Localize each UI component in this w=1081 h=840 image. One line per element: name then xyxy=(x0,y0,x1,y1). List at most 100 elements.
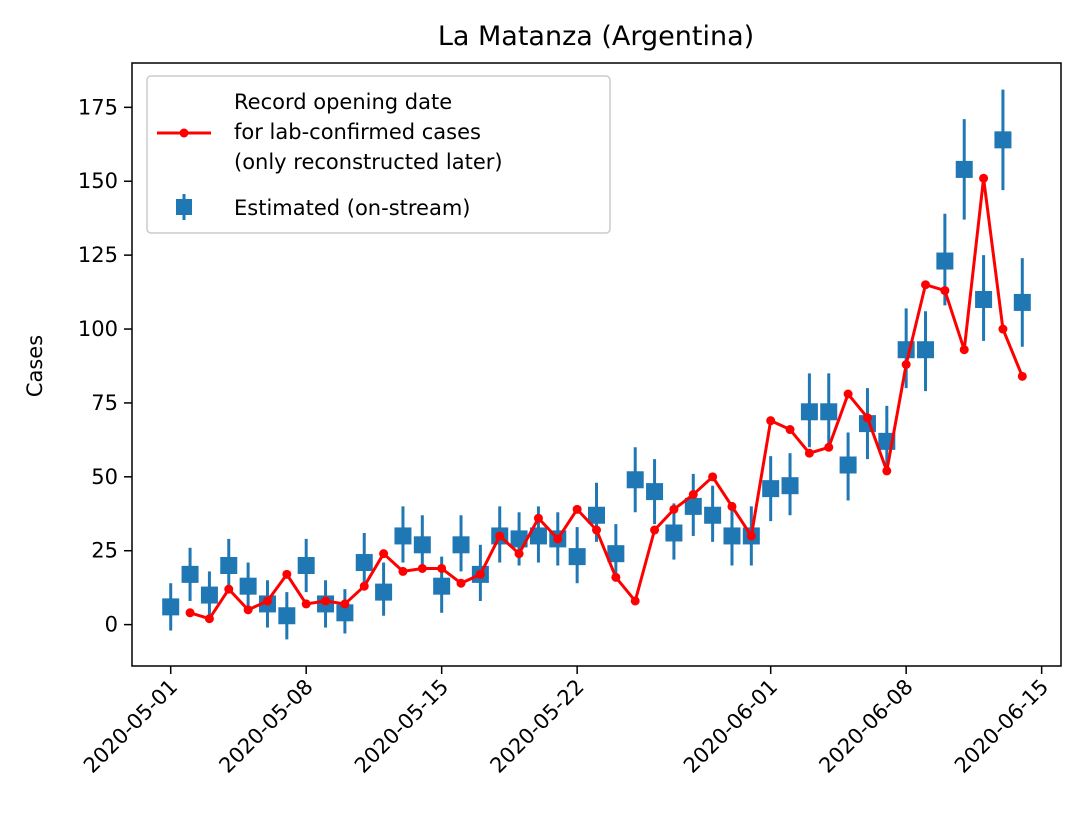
record-opening-point xyxy=(1017,371,1027,381)
record-opening-point xyxy=(572,504,582,514)
estimated-point xyxy=(762,480,780,498)
y-tick-label: 25 xyxy=(91,539,118,563)
estimated-point xyxy=(239,577,257,595)
estimated-point xyxy=(665,524,683,542)
record-opening-point xyxy=(688,490,698,500)
record-opening-point xyxy=(475,569,485,579)
estimated-point xyxy=(955,160,973,178)
record-opening-point xyxy=(185,608,195,618)
record-opening-point xyxy=(669,504,679,514)
record-opening-point xyxy=(282,569,292,579)
record-opening-point xyxy=(224,584,234,594)
record-opening-point xyxy=(940,286,950,296)
estimated-point xyxy=(297,557,315,574)
record-opening-point xyxy=(921,280,931,290)
record-opening-point xyxy=(901,360,911,369)
y-axis-label: Cases xyxy=(23,335,47,397)
record-opening-point xyxy=(611,572,621,582)
estimated-point xyxy=(452,536,470,554)
estimated-point xyxy=(626,471,644,489)
record-opening-point xyxy=(592,525,601,535)
y-tick-label: 0 xyxy=(105,613,118,637)
estimated-point xyxy=(220,557,238,574)
x-tick-label: 2020-05-15 xyxy=(350,675,453,778)
estimated-point xyxy=(800,403,818,421)
estimated-point xyxy=(607,545,625,563)
estimated-point xyxy=(336,604,354,622)
estimated-point xyxy=(529,527,547,545)
estimated-point xyxy=(394,527,412,545)
estimated-point xyxy=(781,477,799,495)
record-opening-point xyxy=(862,413,872,423)
record-opening-point xyxy=(417,563,427,573)
record-opening-point xyxy=(359,581,369,591)
legend-record-label: Record opening date xyxy=(234,90,452,114)
record-opening-point xyxy=(321,596,331,606)
record-opening-point xyxy=(824,442,834,452)
x-tick-label: 2020-06-01 xyxy=(679,675,782,778)
record-opening-point xyxy=(514,549,524,559)
record-opening-point xyxy=(630,596,640,606)
record-opening-point xyxy=(746,531,756,541)
estimated-point xyxy=(994,131,1012,149)
record-opening-point xyxy=(727,501,737,511)
estimated-point xyxy=(375,583,393,601)
x-tick-label: 2020-05-01 xyxy=(79,675,182,778)
x-tick-label: 2020-05-22 xyxy=(485,675,588,778)
record-opening-point xyxy=(533,513,543,523)
estimated-point xyxy=(162,598,180,616)
x-tick-label: 2020-06-15 xyxy=(950,675,1053,778)
y-tick-label: 50 xyxy=(91,465,118,489)
estimated-point xyxy=(568,548,586,566)
record-opening-point xyxy=(340,599,350,609)
y-tick-label: 150 xyxy=(78,169,118,193)
y-tick-label: 125 xyxy=(78,243,118,267)
estimated-point xyxy=(200,586,218,604)
record-opening-point xyxy=(456,578,466,588)
record-opening-point xyxy=(804,448,814,458)
x-tick-label: 2020-05-08 xyxy=(214,675,317,778)
record-opening-line xyxy=(189,176,1024,621)
legend-record-label: (only reconstructed later) xyxy=(234,150,503,174)
record-opening-point xyxy=(979,173,989,183)
record-opening-point xyxy=(998,324,1008,334)
estimated-point xyxy=(936,252,954,270)
chart-title: La Matanza (Argentina) xyxy=(438,21,754,52)
estimated-point xyxy=(820,403,838,421)
legend-record-dot-swatch xyxy=(179,128,189,138)
y-tick-label: 175 xyxy=(78,95,118,119)
estimated-point xyxy=(413,536,431,554)
estimated-point xyxy=(1013,293,1031,311)
record-opening-point xyxy=(301,599,311,609)
record-opening-point xyxy=(243,605,253,615)
y-tick-label: 75 xyxy=(91,391,118,415)
record-opening-point xyxy=(766,416,776,426)
record-opening-point xyxy=(843,389,853,399)
y-tick-label: 100 xyxy=(78,317,118,341)
estimated-point xyxy=(181,565,199,583)
record-opening-point xyxy=(882,466,892,476)
record-opening-point xyxy=(495,531,505,541)
legend-box xyxy=(146,75,611,234)
record-opening-point xyxy=(708,472,718,482)
record-opening-point xyxy=(204,614,214,624)
estimated-point xyxy=(646,483,664,501)
record-opening-point xyxy=(398,566,408,576)
estimated-point xyxy=(839,456,857,474)
legend: Record opening date for lab-confirmed cas… xyxy=(146,75,611,234)
record-opening-point xyxy=(437,563,447,573)
estimated-point xyxy=(355,554,373,572)
estimated-point xyxy=(704,506,722,524)
estimated-point xyxy=(975,290,993,308)
estimated-point xyxy=(278,607,296,625)
record-opening-point xyxy=(553,534,563,544)
legend-estimated-square-swatch xyxy=(176,199,192,215)
legend-estimated-label: Estimated (on-stream) xyxy=(234,196,470,220)
record-opening-point xyxy=(785,425,795,435)
record-opening-point xyxy=(959,345,969,355)
legend-record-label: for lab-confirmed cases xyxy=(234,120,481,144)
x-tick-label: 2020-06-08 xyxy=(814,675,917,778)
estimated-point xyxy=(723,527,741,545)
estimated-point xyxy=(684,497,702,515)
